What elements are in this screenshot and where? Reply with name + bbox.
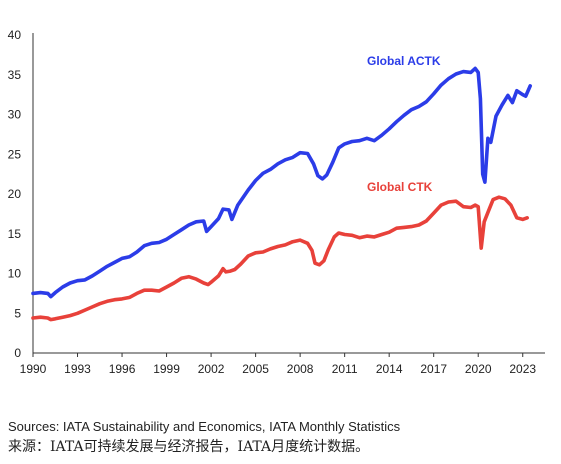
x-tick-label: 2014 bbox=[376, 362, 403, 376]
x-tick-label: 1993 bbox=[64, 362, 91, 376]
series-label-global-ctk: Global CTK bbox=[367, 180, 433, 194]
y-tick-label: 5 bbox=[14, 306, 21, 320]
x-tick-label: 2011 bbox=[332, 362, 358, 376]
series-line-global-actk bbox=[31, 66, 532, 299]
y-tick-label: 15 bbox=[8, 227, 22, 241]
series-labels: Global ACTK Global CTK bbox=[367, 54, 441, 194]
y-tick-label: 10 bbox=[8, 267, 22, 281]
x-tick-label: 2008 bbox=[287, 362, 314, 376]
series-label-global-actk: Global ACTK bbox=[367, 54, 441, 68]
chart-axes bbox=[32, 33, 545, 357]
y-tick-label: 40 bbox=[8, 28, 22, 42]
series-lines bbox=[31, 66, 532, 322]
y-tick-label: 20 bbox=[8, 187, 22, 201]
x-tick-label: 1990 bbox=[20, 362, 47, 376]
y-tick-label: 25 bbox=[8, 147, 22, 161]
y-tick-label: 30 bbox=[8, 108, 22, 122]
source-note: Sources: IATA Sustainability and Economi… bbox=[8, 419, 401, 434]
source-note-chinese: 来源：IATA可持续发展与经济报告，IATA月度统计数据。 bbox=[8, 439, 370, 455]
series-line-global-ctk bbox=[31, 195, 529, 322]
x-tick-label: 1999 bbox=[153, 362, 180, 376]
x-tick-label: 2002 bbox=[198, 362, 225, 376]
x-tick-label: 2005 bbox=[242, 362, 269, 376]
line-chart: 0 5 10 15 20 25 30 35 40 1990 1993 1996 1999 2002 2005… bbox=[8, 28, 545, 376]
y-tick-label: 35 bbox=[8, 68, 22, 82]
tick-labels: 0 5 10 15 20 25 30 35 40 1990 1993 1996 1999 2002 2005… bbox=[8, 28, 537, 376]
x-tick-label: 2023 bbox=[509, 362, 536, 376]
x-tick-label: 2020 bbox=[465, 362, 492, 376]
x-tick-label: 2017 bbox=[420, 362, 447, 376]
x-tick-label: 1996 bbox=[109, 362, 136, 376]
y-tick-label: 0 bbox=[14, 346, 21, 360]
